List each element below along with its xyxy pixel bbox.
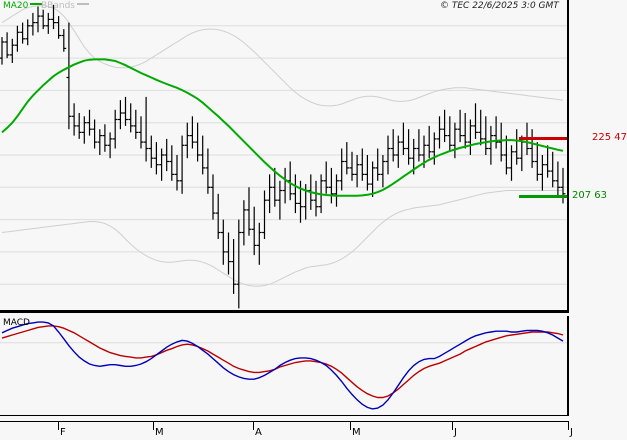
x-axis-tick	[58, 421, 59, 430]
x-axis-tick-label: J	[570, 427, 573, 438]
right-axis-gutter: 2600025000240002300022000210002000019000…	[569, 0, 627, 416]
x-axis-tick-label: A	[255, 427, 262, 438]
ma-value-marker-line	[519, 194, 567, 198]
x-axis-tick	[452, 421, 453, 430]
legend-ma20-dash	[30, 3, 43, 5]
x-axis-tick	[253, 421, 254, 430]
ma-value-tag: 207 63	[572, 189, 607, 201]
price-plot	[0, 4, 567, 309]
x-axis-tick	[153, 421, 154, 430]
x-axis-line	[0, 421, 569, 422]
last-price-marker-line	[519, 137, 567, 141]
price-chart-panel[interactable]	[0, 0, 569, 313]
x-axis-tick-label: M	[155, 427, 164, 438]
x-axis-tick-label: F	[60, 427, 66, 438]
legend-ma20: MA20	[3, 1, 43, 11]
x-axis-tick	[350, 421, 351, 430]
legend-bbands: BBands	[41, 1, 89, 11]
copyright-notice: © TEC 22/6/2025 3:0 GMT	[440, 1, 559, 11]
legend-ma20-label: MA20	[3, 1, 29, 11]
macd-chart-panel[interactable]	[0, 316, 569, 416]
legend-bbands-dash	[76, 3, 89, 5]
legend-bbands-label: BBands	[41, 1, 75, 11]
legend-macd: MACD	[3, 318, 30, 328]
x-axis-tick-label: M	[352, 427, 361, 438]
x-axis-tick-label: J	[454, 427, 457, 438]
macd-plot	[0, 321, 567, 410]
x-axis-tick	[568, 421, 569, 430]
last-price-tag: 225 47	[592, 132, 627, 144]
